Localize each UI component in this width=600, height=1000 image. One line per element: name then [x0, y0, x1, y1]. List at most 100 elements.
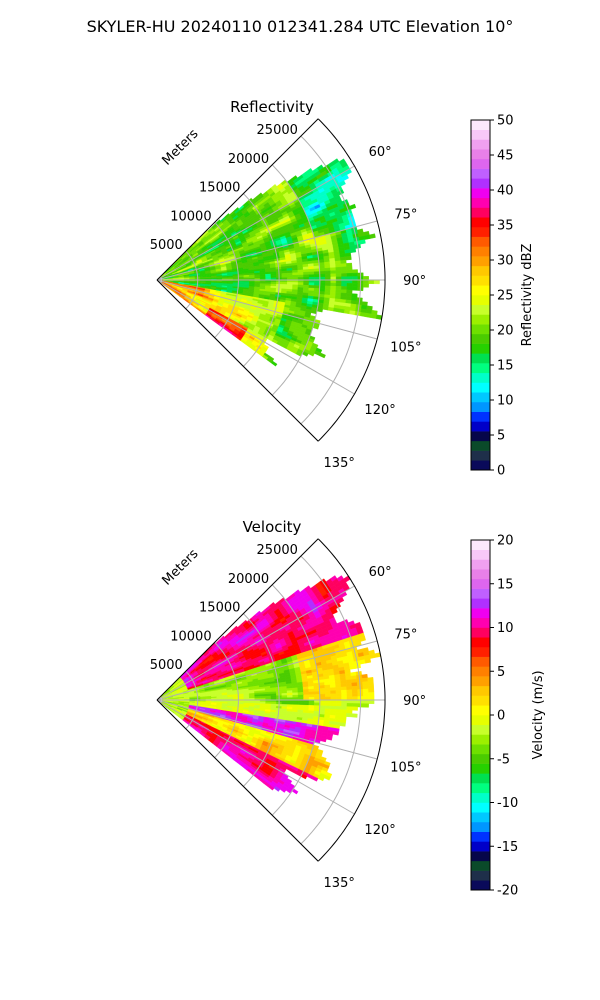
reflectivity-cell: [335, 266, 342, 271]
reflectivity-cell: [265, 275, 272, 279]
reflectivity-cell: [313, 271, 321, 275]
velocity-cell: [319, 693, 326, 698]
reflectivity-cell: [346, 289, 353, 294]
reflectivity-cell: [362, 283, 369, 288]
reflectivity-cell: [346, 286, 353, 291]
reflectivity-cell: [319, 288, 326, 292]
reflectivity-cell: [369, 233, 376, 239]
reflectivity-colorbar-swatch: [471, 197, 490, 208]
velocity-cell: [324, 690, 331, 695]
velocity-cell: [319, 708, 326, 712]
velocity-title: Velocity: [243, 518, 302, 536]
velocity-cell: [351, 685, 358, 691]
velocity-cell: [368, 695, 375, 701]
reflectivity-cell: [335, 273, 342, 278]
velocity-cell: [346, 696, 353, 701]
reflectivity-colorbar-swatch: [471, 421, 490, 432]
reflectivity-colorbar-swatch: [471, 207, 490, 218]
reflectivity-cell: [341, 286, 348, 291]
velocity-cell: [303, 691, 310, 696]
velocity-cell: [324, 702, 331, 707]
reflectivity-colorbar-swatch: [471, 382, 490, 393]
velocity-cell: [346, 686, 353, 691]
velocity-cell: [335, 686, 342, 691]
velocity-cell: [292, 694, 299, 698]
velocity-cell: [340, 683, 347, 688]
reflectivity-radial-tick-label: 25000: [257, 123, 298, 138]
reflectivity-colorbar-tick-label: 45: [497, 149, 514, 164]
reflectivity-cell: [373, 279, 380, 285]
reflectivity-radial-axis-label: Meters: [160, 126, 202, 168]
reflectivity-radial-tick-label: 10000: [170, 209, 211, 224]
reflectivity-cell: [365, 312, 372, 318]
velocity-field: [160, 575, 382, 795]
reflectivity-cell: [324, 285, 331, 290]
reflectivity-angular-tick-label: 90°: [403, 274, 426, 289]
reflectivity-cell: [346, 293, 353, 298]
velocity-cell: [341, 689, 348, 694]
reflectivity-colorbar-tick-label: 50: [497, 114, 514, 129]
reflectivity-colorbar-swatch: [471, 392, 490, 403]
reflectivity-cell: [316, 308, 323, 313]
velocity-cell: [265, 695, 272, 699]
velocity-cell: [281, 701, 288, 705]
reflectivity-cell: [352, 276, 359, 281]
velocity-cell: [319, 690, 326, 695]
reflectivity-cell: [338, 308, 345, 314]
reflectivity-cell: [346, 283, 353, 288]
reflectivity-cell: [370, 313, 378, 319]
reflectivity-colorbar-swatch: [471, 168, 490, 179]
velocity-cell: [319, 702, 326, 707]
reflectivity-field: [160, 158, 383, 367]
velocity-cell: [352, 703, 359, 708]
velocity-cell: [319, 705, 326, 710]
velocity-cell: [362, 681, 369, 686]
velocity-cell: [346, 699, 353, 704]
velocity-cell: [330, 705, 337, 710]
velocity-cell: [308, 688, 315, 693]
reflectivity-angular-tick-label: 75°: [394, 207, 417, 222]
velocity-cell: [259, 695, 266, 699]
reflectivity-cell: [314, 274, 320, 278]
reflectivity-cell: [286, 275, 293, 278]
velocity-cell: [303, 694, 310, 698]
reflectivity-cell: [346, 272, 353, 277]
figure-title: SKYLER-HU 20240110 012341.284 UTC Elevat…: [87, 17, 514, 36]
reflectivity-cell: [319, 273, 326, 278]
velocity-cell: [346, 706, 353, 711]
reflectivity-angular-tick-label: 60°: [369, 145, 392, 160]
reflectivity-colorbar-tick-label: 25: [497, 289, 514, 304]
reflectivity-colorbar-tick-label: 10: [497, 394, 514, 409]
reflectivity-colorbar-swatch: [471, 265, 490, 276]
reflectivity-cell: [346, 266, 353, 271]
velocity-cell: [361, 673, 368, 679]
velocity-cell: [292, 692, 299, 696]
velocity-cell: [308, 705, 315, 709]
reflectivity-colorbar-swatch: [471, 226, 490, 237]
reflectivity-cell: [303, 274, 310, 278]
reflectivity-cell: [330, 273, 337, 278]
reflectivity-cell: [363, 276, 369, 281]
velocity-cell: [367, 684, 375, 690]
reflectivity-cell: [319, 285, 326, 290]
reflectivity-cell: [303, 282, 310, 286]
reflectivity-cell: [349, 203, 357, 210]
reflectivity-cell: [333, 307, 340, 313]
velocity-cell: [352, 696, 359, 701]
velocity-cell: [270, 695, 277, 699]
velocity-cell: [368, 699, 375, 705]
velocity-cell: [330, 702, 337, 707]
reflectivity-cell: [292, 282, 299, 286]
velocity-cell: [308, 702, 315, 706]
velocity-cell: [346, 689, 353, 694]
velocity-cell: [314, 702, 320, 706]
reflectivity-cell: [335, 282, 342, 287]
reflectivity-colorbar-swatch: [471, 431, 490, 442]
reflectivity-title: Reflectivity: [230, 98, 314, 116]
velocity-cell: [367, 677, 374, 682]
reflectivity-angular-tick-label: 135°: [324, 456, 355, 471]
reflectivity-colorbar-swatch: [471, 295, 490, 306]
velocity-cell: [340, 686, 347, 691]
reflectivity-cell: [292, 272, 299, 276]
